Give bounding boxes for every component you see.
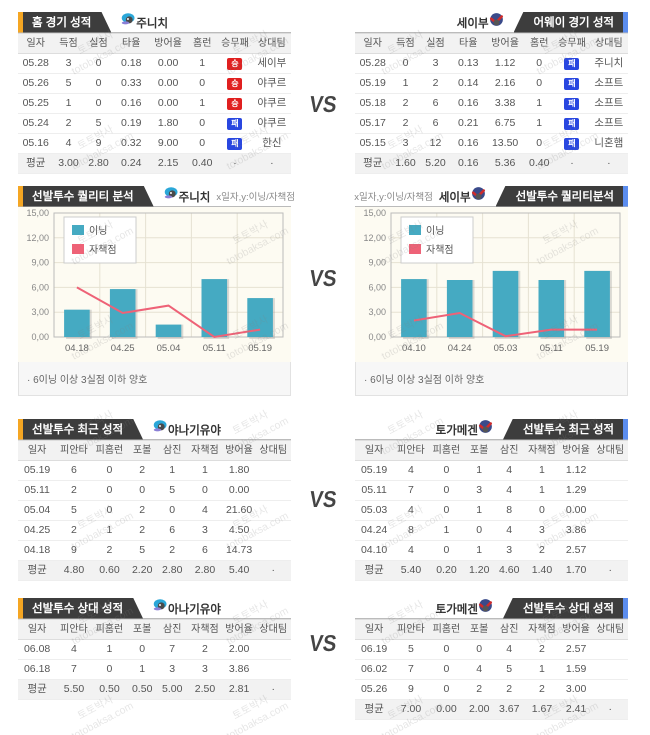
- svg-text:04.18: 04.18: [65, 343, 89, 354]
- svg-text:15,00: 15,00: [26, 208, 49, 218]
- svg-text:15,00: 15,00: [363, 208, 386, 218]
- svg-text:3,00: 3,00: [368, 307, 386, 317]
- svg-text:자책점: 자책점: [89, 244, 117, 256]
- svg-text:자책점: 자책점: [426, 244, 454, 256]
- svg-text:이닝: 이닝: [426, 225, 444, 237]
- svg-text:12,00: 12,00: [363, 233, 386, 243]
- svg-text:05.03: 05.03: [494, 343, 518, 354]
- svg-text:9,00: 9,00: [368, 258, 386, 268]
- svg-text:05.19: 05.19: [248, 343, 272, 354]
- svg-text:이닝: 이닝: [89, 225, 107, 237]
- svg-text:05.04: 05.04: [157, 343, 181, 354]
- svg-text:6,00: 6,00: [368, 282, 386, 292]
- svg-text:05.19: 05.19: [585, 343, 609, 354]
- svg-text:04.10: 04.10: [402, 343, 426, 354]
- svg-text:05.11: 05.11: [540, 343, 563, 354]
- svg-text:3,00: 3,00: [31, 307, 49, 317]
- svg-text:04.25: 04.25: [111, 343, 135, 354]
- svg-text:04.24: 04.24: [448, 343, 472, 354]
- svg-text:9,00: 9,00: [31, 258, 49, 268]
- svg-text:05.11: 05.11: [203, 343, 226, 354]
- svg-text:0,00: 0,00: [368, 332, 386, 342]
- svg-text:0,00: 0,00: [31, 332, 49, 342]
- svg-text:12,00: 12,00: [26, 233, 49, 243]
- svg-text:6,00: 6,00: [31, 282, 49, 292]
